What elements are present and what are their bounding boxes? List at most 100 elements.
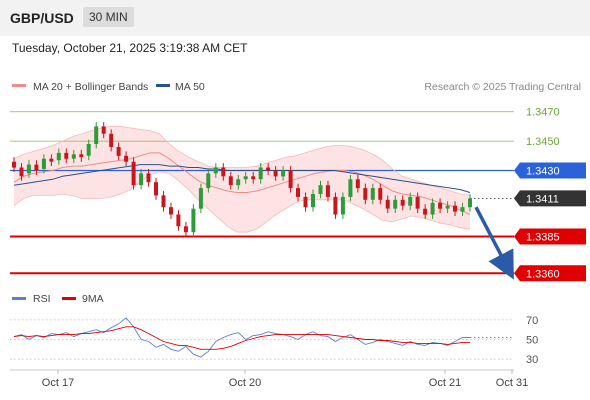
candle-body bbox=[116, 147, 121, 156]
legend-rsi-label: RSI bbox=[33, 293, 51, 305]
candle-body bbox=[348, 179, 353, 197]
candle-body bbox=[124, 155, 129, 162]
candle-body bbox=[176, 214, 181, 227]
candle-body bbox=[408, 196, 413, 206]
moving-averages bbox=[13, 126, 471, 233]
candle-body bbox=[363, 188, 368, 200]
candlesticks bbox=[12, 122, 472, 237]
candle-body bbox=[41, 158, 46, 169]
bollinger-band bbox=[14, 126, 470, 233]
candle-body bbox=[370, 188, 375, 200]
candle-body bbox=[303, 196, 308, 208]
candle-body bbox=[49, 158, 54, 162]
credit-text: Research © 2025 Trading Central bbox=[424, 81, 581, 93]
candle-body bbox=[183, 226, 188, 233]
legend-ma50-swatch bbox=[156, 84, 170, 87]
candle-body bbox=[213, 167, 218, 174]
candle-body bbox=[445, 205, 450, 209]
candle-body bbox=[333, 196, 338, 215]
ma50-line bbox=[13, 164, 471, 193]
candle-body bbox=[393, 199, 398, 209]
candle-body bbox=[26, 164, 31, 174]
level-tags: 1.3470 1.3450 1.3430 1.3411 1.3385 1.3360 bbox=[514, 107, 586, 282]
timeframe-button[interactable]: 30 MIN bbox=[83, 7, 134, 27]
candle-body bbox=[318, 185, 323, 194]
candle-body bbox=[415, 196, 420, 209]
candle-body bbox=[430, 202, 435, 215]
legend-ma20-label: MA 20 + Bollinger Bands bbox=[33, 81, 148, 93]
bb-lower-line bbox=[13, 171, 471, 233]
x-tick-label: Oct 20 bbox=[229, 377, 261, 389]
candle-body bbox=[64, 152, 69, 159]
candle-body bbox=[56, 152, 61, 161]
candle-body bbox=[79, 154, 84, 158]
candle-body bbox=[154, 182, 158, 196]
candle-body bbox=[71, 154, 76, 159]
candle-body bbox=[340, 196, 345, 215]
level-tag-1.3385: 1.3385 bbox=[526, 232, 560, 244]
candle-body bbox=[169, 207, 173, 215]
level-tag-1.3360: 1.3360 bbox=[526, 268, 560, 280]
candle-body bbox=[400, 199, 405, 206]
candle-body bbox=[243, 176, 248, 180]
candle-body bbox=[266, 167, 271, 171]
ma20-line bbox=[13, 152, 471, 215]
candle-body bbox=[258, 167, 263, 180]
candle-body bbox=[460, 207, 465, 212]
candle-body bbox=[206, 173, 211, 189]
level-tag-bg-1.3385 bbox=[514, 228, 586, 245]
level-lines bbox=[10, 111, 514, 275]
level-tag-bg-1.3360 bbox=[514, 265, 586, 282]
candle-body bbox=[131, 161, 136, 186]
x-tick-label: Oct 17 bbox=[42, 377, 74, 389]
x-axis: Oct 17 Oct 20 Oct 21 Oct 31 bbox=[42, 370, 528, 389]
bollinger-fill bbox=[14, 126, 470, 233]
candle-body bbox=[109, 133, 114, 147]
candle-body bbox=[236, 179, 241, 186]
legend-ma50-label: MA 50 bbox=[175, 81, 205, 93]
candle-body bbox=[221, 167, 226, 177]
candle-body bbox=[251, 176, 256, 180]
level-tag-1.3430: 1.3430 bbox=[526, 165, 560, 177]
header-bar: GBP/USD 30 MIN bbox=[0, 0, 590, 36]
bb-upper-line bbox=[13, 126, 471, 196]
timestamp: Tuesday, October 21, 2025 3:19:38 AM CET bbox=[12, 41, 248, 55]
symbol-label: GBP/USD bbox=[10, 10, 74, 26]
x-tick-label: Oct 21 bbox=[429, 377, 461, 389]
candle-body bbox=[385, 199, 390, 209]
level-tag-1.3411: 1.3411 bbox=[526, 193, 559, 205]
candle-body bbox=[423, 208, 428, 215]
candle-body bbox=[101, 126, 106, 134]
candle-body bbox=[296, 188, 300, 197]
candle-body bbox=[281, 170, 286, 177]
candle-body bbox=[19, 167, 24, 177]
level-tag-bg-1.3430 bbox=[514, 162, 586, 179]
level-tag-1.3470: 1.3470 bbox=[526, 107, 560, 119]
candle-body bbox=[378, 188, 383, 200]
legend-9ma-swatch bbox=[62, 297, 76, 300]
candle-body bbox=[468, 198, 472, 208]
level-tag-bg-1.3411 bbox=[514, 190, 586, 207]
rsi-tick-70: 70 bbox=[526, 315, 538, 327]
level-tag-1.3450: 1.3450 bbox=[526, 136, 560, 148]
legend-ma20-swatch bbox=[12, 84, 26, 87]
legend-9ma-label: 9MA bbox=[82, 293, 104, 305]
candle-body bbox=[146, 173, 151, 183]
candle-body bbox=[198, 188, 203, 209]
rsi-tick-50: 50 bbox=[526, 335, 538, 347]
forecast-arrow-line bbox=[474, 206, 514, 280]
legend-rsi-swatch bbox=[12, 297, 26, 300]
x-tick-label: Oct 31 bbox=[496, 377, 528, 389]
candle-body bbox=[355, 179, 360, 189]
candle-body bbox=[311, 194, 315, 208]
candle-body bbox=[438, 202, 443, 209]
candle-body bbox=[325, 185, 330, 197]
rsi-line bbox=[13, 317, 470, 358]
rsi-9ma-line bbox=[13, 326, 470, 350]
candle-body bbox=[273, 170, 278, 177]
candle-body bbox=[34, 164, 39, 171]
candle-body bbox=[453, 205, 457, 212]
rsi-panel: 70 50 30 bbox=[10, 315, 538, 366]
